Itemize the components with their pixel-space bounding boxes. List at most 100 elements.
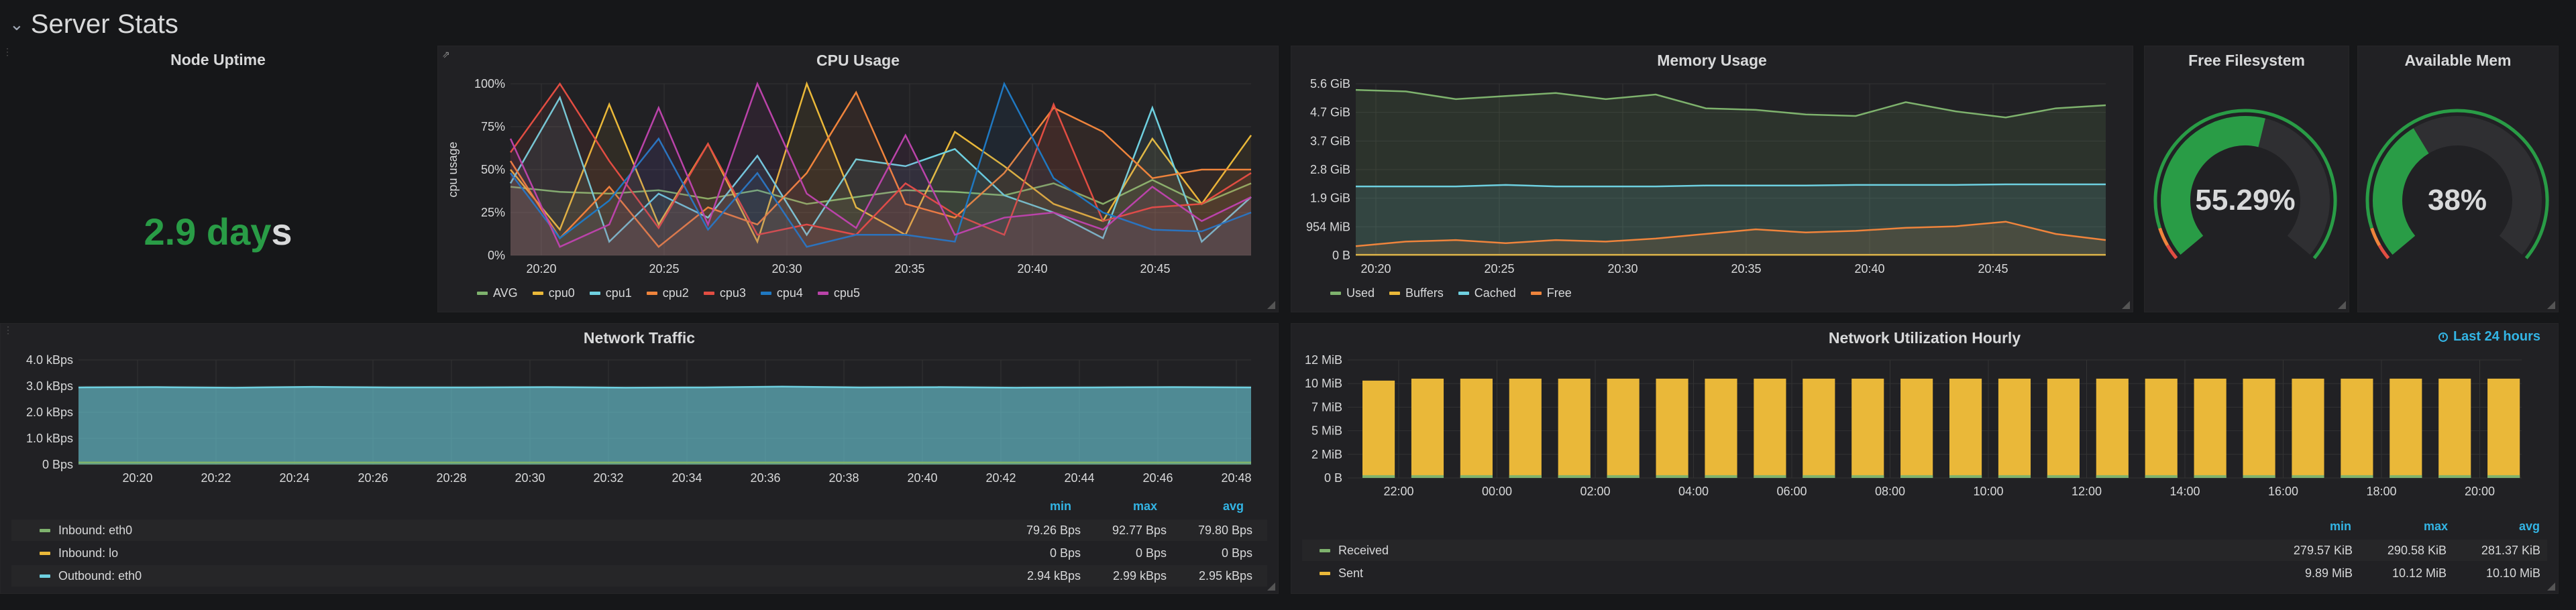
legend-swatch bbox=[817, 292, 828, 295]
threshold-red bbox=[2165, 244, 2178, 259]
series-line bbox=[510, 81, 1252, 248]
panel-title[interactable]: Network Traffic bbox=[583, 329, 696, 347]
x-tick-label: 20:35 bbox=[894, 262, 924, 276]
legend-item[interactable]: cpu5 bbox=[817, 286, 860, 300]
series-avg: 281.37 KiB bbox=[2481, 543, 2540, 557]
legend-item[interactable]: Buffers bbox=[1389, 286, 1444, 300]
series-swatch bbox=[1320, 571, 1330, 575]
bar-sent bbox=[1411, 378, 1444, 478]
x-tick-label: 08:00 bbox=[1875, 485, 1905, 498]
panel-title[interactable]: Memory Usage bbox=[1657, 52, 1767, 69]
y-tick-label: 4.7 GiB bbox=[1310, 106, 1350, 119]
legend-item[interactable]: AVG bbox=[477, 286, 518, 300]
bar-received bbox=[1460, 475, 1493, 478]
x-tick-label: 20:40 bbox=[1017, 262, 1047, 276]
legend-label: cpu3 bbox=[719, 286, 746, 300]
col-avg-header[interactable]: avg bbox=[1223, 499, 1244, 513]
resize-handle-icon[interactable] bbox=[2122, 301, 2130, 309]
x-tick-label: 04:00 bbox=[1678, 485, 1709, 498]
series-max: 0 Bps bbox=[1135, 546, 1167, 560]
x-tick-label: 14:00 bbox=[2169, 485, 2200, 498]
uptime-suffix: s bbox=[271, 210, 292, 253]
legend-row[interactable]: Inbound: eth0 79.26 Bps 92.77 Bps 79.80 … bbox=[11, 520, 1267, 541]
series-avg: 10.10 MiB bbox=[2485, 566, 2540, 580]
threshold-green bbox=[2153, 109, 2337, 259]
network-traffic-chart[interactable]: 0 Bps 1.0 kBps 2.0 kBps 3.0 kBps 4.0 kBps 20:… bbox=[1, 349, 1275, 517]
x-tick-label: 18:00 bbox=[2366, 485, 2396, 498]
legend-swatch bbox=[1530, 292, 1542, 295]
resize-handle-icon[interactable] bbox=[2338, 301, 2346, 309]
resize-handle-icon[interactable] bbox=[2547, 583, 2555, 591]
legend-item[interactable]: cpu0 bbox=[532, 286, 575, 300]
legend-item[interactable]: cpu2 bbox=[646, 286, 689, 300]
col-max-header[interactable]: max bbox=[1133, 499, 1158, 513]
legend-item[interactable]: Free bbox=[1530, 286, 1572, 300]
free-filesystem-gauge: 55.29% bbox=[2153, 109, 2337, 259]
legend-row[interactable]: Inbound: lo 0 Bps 0 Bps 0 Bps bbox=[11, 542, 1267, 564]
series-max: 92.77 Bps bbox=[1112, 523, 1167, 537]
bar-received bbox=[1754, 475, 1786, 478]
external-link-icon[interactable]: ⇗ bbox=[442, 49, 450, 60]
col-min-header[interactable]: min bbox=[1050, 499, 1072, 513]
legend-row[interactable]: Received 279.57 KiB 290.58 KiB 281.37 Ki… bbox=[1302, 540, 2547, 561]
bar-received bbox=[2243, 475, 2275, 478]
legend-item[interactable]: Cached bbox=[1458, 286, 1516, 300]
legend-item[interactable]: Used bbox=[1330, 286, 1375, 300]
clock-icon bbox=[2438, 332, 2448, 342]
resize-handle-icon[interactable] bbox=[1267, 583, 1275, 591]
network-utilization-chart[interactable]: 0 B 2 MiB 5 MiB 7 MiB 10 MiB 12 MiB 22:00 00:00… bbox=[1291, 349, 2553, 530]
series-avg: 0 Bps bbox=[1221, 546, 1252, 560]
legend-swatch bbox=[477, 292, 488, 295]
col-avg-header[interactable]: avg bbox=[2519, 520, 2540, 533]
series-name: Sent bbox=[1338, 566, 1364, 580]
legend-item[interactable]: cpu4 bbox=[760, 286, 803, 300]
legend-label: cpu5 bbox=[833, 286, 860, 300]
series-min: 0 Bps bbox=[1049, 546, 1081, 560]
memory-usage-chart[interactable]: 0 B 954 MiB 1.9 GiB 2.8 GiB 3.7 GiB 4.7 GiB 5.… bbox=[1291, 73, 2130, 301]
series-min: 9.89 MiB bbox=[2304, 566, 2353, 580]
x-tick-label: 20:48 bbox=[1221, 471, 1251, 485]
bar-sent bbox=[1509, 378, 1542, 478]
chevron-down-icon[interactable]: ⌄ bbox=[9, 13, 24, 34]
series-avg: 2.95 kBps bbox=[1198, 568, 1252, 583]
panel-title[interactable]: Network Utilization Hourly bbox=[1828, 329, 2021, 347]
legend-item[interactable]: cpu1 bbox=[589, 286, 632, 300]
panel-title[interactable]: Free Filesystem bbox=[2188, 52, 2305, 69]
legend-swatch bbox=[646, 292, 657, 295]
cpu-usage-chart[interactable]: 0% 25% 50% 75% 100% 20:20 20:25 20:30 20:35 20:40… bbox=[438, 73, 1277, 301]
time-range-label[interactable]: Last 24 hours bbox=[2453, 329, 2540, 344]
y-tick-label: 1.0 kBps bbox=[26, 432, 73, 445]
bar-sent bbox=[1558, 378, 1591, 478]
y-tick-label: 2 MiB bbox=[1311, 448, 1342, 461]
bar-sent bbox=[2292, 378, 2324, 478]
series-max: 290.58 KiB bbox=[2387, 543, 2447, 557]
legend-row[interactable]: Outbound: eth0 2.94 kBps 2.99 kBps 2.95 … bbox=[11, 565, 1267, 587]
time-range-picker[interactable]: Last 24 hours bbox=[2438, 329, 2540, 345]
bar-sent bbox=[1460, 378, 1493, 478]
legend-swatch bbox=[760, 292, 771, 295]
legend-item[interactable]: cpu3 bbox=[703, 286, 746, 300]
resize-handle-icon[interactable] bbox=[2547, 301, 2555, 309]
y-tick-label: 0 Bps bbox=[42, 458, 73, 471]
resize-handle-icon[interactable] bbox=[1267, 301, 1275, 309]
bar-sent bbox=[2438, 378, 2471, 478]
row-header[interactable]: ⌄ Server Stats bbox=[9, 4, 178, 44]
x-tick-label: 20:35 bbox=[1731, 262, 1761, 276]
panel-title[interactable]: CPU Usage bbox=[816, 52, 900, 69]
col-max-header[interactable]: max bbox=[2424, 520, 2449, 533]
series-min: 79.26 Bps bbox=[1026, 523, 1081, 537]
series-line bbox=[1355, 221, 2106, 247]
bar-received bbox=[1949, 475, 1982, 478]
legend-label: cpu1 bbox=[605, 286, 632, 300]
y-tick-label: 7 MiB bbox=[1311, 400, 1342, 414]
legend-swatch bbox=[532, 292, 543, 295]
series-min: 2.94 kBps bbox=[1026, 568, 1081, 583]
y-tick-label: 2.8 GiB bbox=[1310, 163, 1350, 176]
x-tick-label: 20:25 bbox=[1484, 262, 1514, 276]
legend-row[interactable]: Sent 9.89 MiB 10.12 MiB 10.10 MiB bbox=[1302, 562, 2547, 584]
panel-title[interactable]: Available Mem bbox=[2404, 52, 2512, 69]
panel-title[interactable]: Node Uptime bbox=[170, 51, 266, 68]
legend-swatch bbox=[1458, 292, 1469, 295]
bar-received bbox=[2341, 475, 2373, 478]
col-min-header[interactable]: min bbox=[2330, 520, 2352, 533]
